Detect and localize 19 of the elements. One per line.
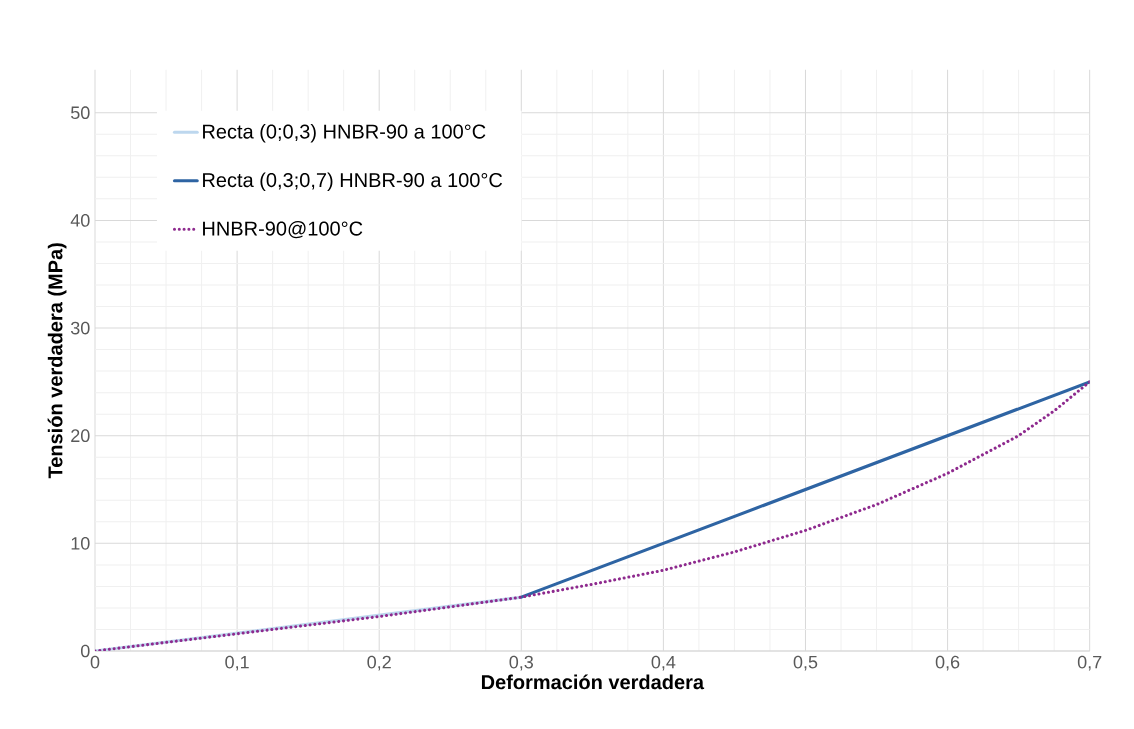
x-tick-label: 0,4 xyxy=(651,655,676,671)
x-tick-label: 0,2 xyxy=(367,655,391,671)
y-tick-label: 20 xyxy=(71,429,90,443)
legend-label: Recta (0;0,3) HNBR-90 a 100°C xyxy=(203,123,486,143)
x-tick-label: 0,3 xyxy=(509,655,534,671)
legend-label: HNBR-90@100°C xyxy=(203,220,363,239)
y-tick-label: 40 xyxy=(70,214,90,227)
y-tick-label: 0 xyxy=(80,644,90,658)
x-axis-title: Deformación verdadera xyxy=(481,674,705,690)
legend-label: Recta (0,3;0,7) HNBR-90 a 100°C xyxy=(203,172,503,192)
y-tick-label: 10 xyxy=(71,536,90,550)
x-tick-label: 0 xyxy=(90,655,100,669)
y-tick-label: 30 xyxy=(70,321,90,335)
y-tick-label: 50 xyxy=(70,106,90,120)
x-tick-label: 0,7 xyxy=(1077,655,1102,671)
y-axis-title: Tensión verdadera (MPa) xyxy=(47,243,67,479)
x-tick-label: 0,6 xyxy=(935,655,960,671)
x-tick-label: 0,5 xyxy=(793,655,818,671)
x-tick-label: 0,1 xyxy=(225,655,249,671)
